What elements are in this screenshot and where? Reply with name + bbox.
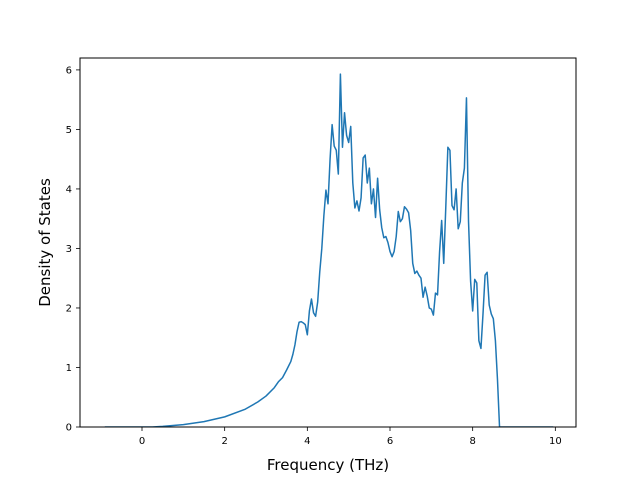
- y-axis-label: Density of States: [36, 178, 54, 307]
- y-tick-label: 3: [66, 244, 72, 255]
- x-tick-label: 10: [549, 436, 562, 447]
- x-tick-label: 4: [304, 436, 310, 447]
- plot-area: [104, 73, 554, 427]
- x-tick-label: 8: [469, 436, 475, 447]
- x-axis-ticks: 0 2 4 6 8 10: [139, 427, 562, 447]
- y-tick-label: 0: [66, 423, 72, 434]
- x-tick-label: 0: [139, 436, 145, 447]
- plot-frame: [79, 57, 577, 428]
- x-tick-label: 2: [221, 436, 227, 447]
- y-axis-ticks: 0 1 2 3 4 5 6: [66, 65, 80, 434]
- y-tick-label: 1: [66, 363, 72, 374]
- y-tick-label: 4: [66, 184, 72, 195]
- y-tick-label: 6: [66, 65, 72, 76]
- x-axis-label: Frequency (THz): [267, 456, 389, 474]
- y-tick-label: 2: [66, 303, 72, 314]
- x-tick-label: 6: [387, 436, 393, 447]
- y-tick-label: 5: [66, 125, 72, 136]
- dos-series-line-0: [104, 73, 554, 427]
